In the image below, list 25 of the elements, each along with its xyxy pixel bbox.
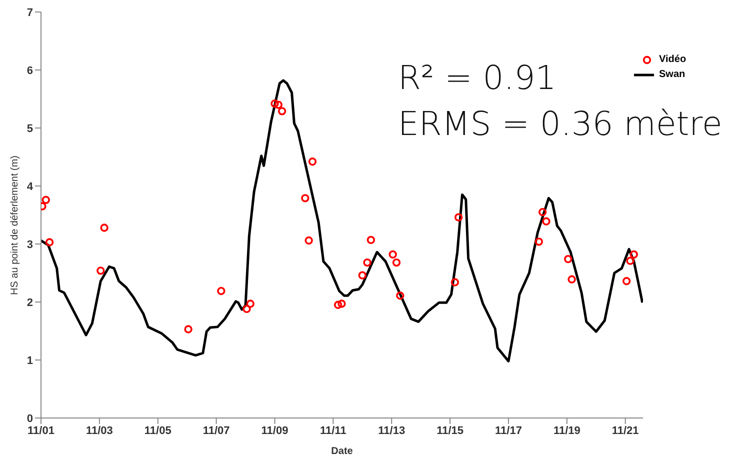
y-tick-label: 2 xyxy=(26,296,33,309)
x-tick-label: 11/19 xyxy=(553,424,580,437)
x-tick-label: 11/11 xyxy=(320,424,346,437)
legend-label: Swan xyxy=(659,69,686,80)
y-tick-label: 4 xyxy=(26,180,34,193)
x-tick-label: 11/03 xyxy=(86,424,113,437)
y-tick-label: 3 xyxy=(26,238,33,251)
y-axis-title: HS au point de déferlement (m) xyxy=(10,155,21,295)
y-tick-label: 1 xyxy=(26,354,33,367)
x-tick-label: 11/01 xyxy=(28,424,54,437)
x-tick-label: 11/09 xyxy=(261,424,288,437)
legend-label: Vidéo xyxy=(659,54,686,65)
annotation: R² = 0.91 xyxy=(398,58,556,97)
y-tick-label: 6 xyxy=(26,64,33,77)
x-tick-label: 11/07 xyxy=(202,424,230,437)
annotation: ERMS = 0.36 mètre xyxy=(398,103,722,145)
x-tick-label: 11/17 xyxy=(495,424,522,437)
y-tick-label: 5 xyxy=(26,122,33,135)
y-tick-label: 7 xyxy=(26,6,33,19)
x-tick-label: 11/15 xyxy=(436,424,464,437)
x-tick-label: 11/13 xyxy=(378,424,406,437)
x-tick-label: 11/05 xyxy=(144,424,172,437)
x-axis-title: Date xyxy=(331,446,354,457)
x-tick-label: 11/21 xyxy=(612,424,639,437)
y-tick-label: 0 xyxy=(26,412,33,425)
